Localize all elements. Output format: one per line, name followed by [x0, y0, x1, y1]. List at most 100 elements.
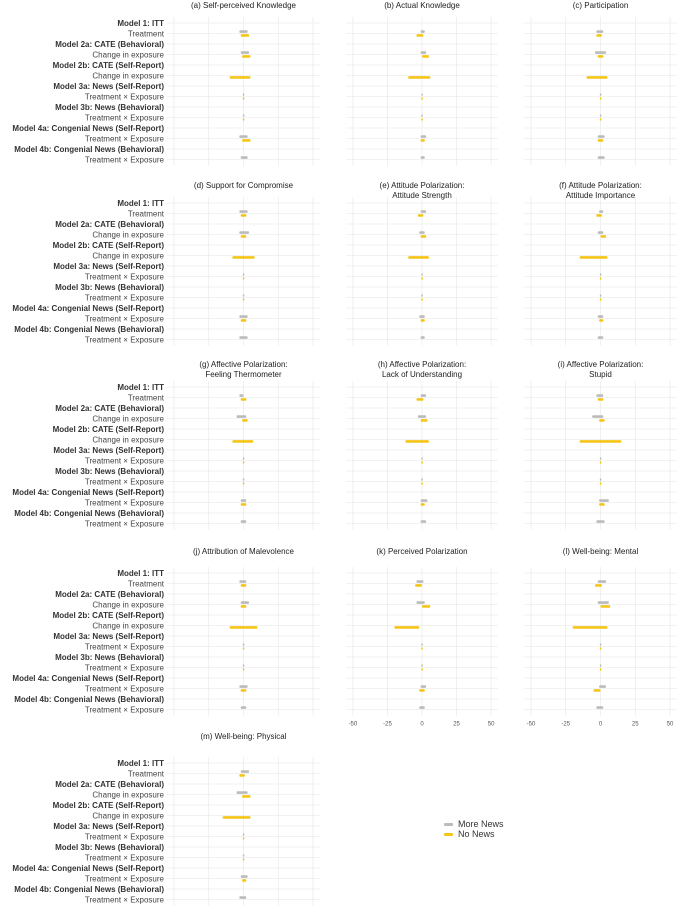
ci-bar-more-news: [597, 580, 607, 583]
ci-bar-more-news: [239, 315, 248, 318]
panel-title-line: (b) Actual Knowledge: [384, 1, 460, 10]
model-header-label: Model 3b: News (Behavioral): [55, 467, 164, 476]
panel-title-line: (d) Support for Compromise: [194, 181, 294, 190]
panel: (a) Self-perceived Knowledge: [167, 1, 320, 166]
ci-bar-more-news: [420, 30, 425, 33]
row-label: Treatment × Exposure: [85, 294, 165, 303]
model-header-label: Model 4b: Congenial News (Behavioral): [14, 145, 164, 154]
ci-bar-no-news: [421, 668, 423, 671]
ci-bar-no-news: [394, 626, 420, 629]
ci-bar-no-news: [420, 235, 427, 238]
ci-bar-no-news: [408, 76, 431, 79]
panel: (d) Support for Compromise: [167, 181, 320, 346]
ci-bar-more-news: [239, 394, 244, 397]
ci-bar-no-news: [579, 256, 608, 259]
ci-bar-more-news: [240, 520, 247, 523]
model-header-label: Model 4b: Congenial News (Behavioral): [14, 509, 164, 518]
ci-bar-more-news: [599, 457, 602, 460]
panel: (b) Actual Knowledge: [346, 1, 498, 166]
ci-bar-more-news: [242, 833, 245, 836]
ci-bar-no-news: [420, 319, 425, 322]
panel-title-line: (k) Perceived Polarization: [376, 547, 467, 556]
ci-bar-more-news: [421, 93, 423, 96]
model-header-label: Model 2b: CATE (Self-Report): [53, 611, 165, 620]
model-header-label: Model 1: ITT: [117, 569, 164, 578]
ci-bar-no-news: [572, 626, 608, 629]
ci-bar-more-news: [599, 664, 602, 667]
row-label: Treatment × Exposure: [85, 520, 165, 529]
panel-title-line: (i) Affective Polarization:: [558, 360, 644, 369]
ci-bar-more-news: [420, 156, 425, 159]
panel-title: (b) Actual Knowledge: [384, 1, 460, 10]
model-header-label: Model 4a: Congenial News (Self-Report): [12, 124, 164, 133]
ci-bar-more-news: [242, 643, 245, 646]
ci-bar-no-news: [242, 298, 245, 301]
ci-bar-more-news: [420, 51, 427, 54]
panel-title-line: (e) Attitude Polarization:: [380, 181, 465, 190]
ci-bar-no-news: [599, 668, 602, 671]
model-header-label: Model 2b: CATE (Self-Report): [53, 425, 165, 434]
model-header-label: Model 3b: News (Behavioral): [55, 103, 164, 112]
legend-label: No News: [458, 829, 495, 839]
model-header-label: Model 1: ITT: [117, 759, 164, 768]
ci-bar-no-news: [422, 55, 429, 58]
ci-bar-no-news: [242, 118, 245, 121]
panel: (k) Perceived Polarization -50 -25 0 25 50: [346, 547, 498, 728]
ci-bar-no-news: [421, 97, 423, 100]
ci-bar-no-news: [242, 795, 251, 798]
panel: (c) Participation: [524, 1, 677, 166]
ci-bar-more-news: [597, 336, 604, 339]
row-label: Change in exposure: [92, 791, 164, 800]
model-header-label: Model 3b: News (Behavioral): [55, 283, 164, 292]
row-label: Treatment × Exposure: [85, 336, 165, 345]
model-header-label: Model 4b: Congenial News (Behavioral): [14, 325, 164, 334]
legend-swatch: [444, 833, 453, 836]
ci-bar-more-news: [417, 415, 427, 418]
ci-bar-more-news: [240, 51, 250, 54]
ci-bar-no-news: [597, 139, 604, 142]
ci-bar-more-news: [596, 394, 604, 397]
ci-bar-no-news: [422, 605, 431, 608]
row-label: Treatment × Exposure: [85, 833, 165, 842]
ci-bar-more-news: [420, 394, 427, 397]
row-label: Treatment × Exposure: [85, 896, 165, 905]
ci-bar-more-news: [416, 601, 425, 604]
row-label: Treatment: [128, 580, 165, 589]
ci-bar-more-news: [242, 114, 245, 117]
row-label: Treatment: [128, 210, 165, 219]
ci-bar-no-news: [421, 277, 423, 280]
ci-bar-no-news: [579, 440, 622, 443]
ci-bar-no-news: [599, 118, 602, 121]
model-header-label: Model 3a: News (Self-Report): [53, 446, 164, 455]
model-header-label: Model 2b: CATE (Self-Report): [53, 61, 165, 70]
ci-bar-no-news: [420, 419, 428, 422]
row-label: Treatment × Exposure: [85, 478, 165, 487]
ci-bar-more-news: [597, 601, 609, 604]
ci-bar-more-news: [239, 30, 248, 33]
ci-bar-more-news: [599, 294, 602, 297]
panel-title: (m) Well-being: Physical: [200, 732, 286, 741]
panel-title-line: (a) Self-perceived Knowledge: [191, 1, 296, 10]
model-header-label: Model 1: ITT: [117, 199, 164, 208]
panel-title: (a) Self-perceived Knowledge: [191, 1, 296, 10]
ci-bar-no-news: [420, 503, 425, 506]
x-tick-label: 0: [420, 722, 424, 728]
x-tick-label: 25: [632, 722, 639, 728]
model-header-label: Model 1: ITT: [117, 19, 164, 28]
ci-bar-no-news: [600, 235, 607, 238]
ci-bar-no-news: [242, 277, 245, 280]
ci-bar-no-news: [596, 214, 602, 217]
row-label: Treatment × Exposure: [85, 156, 165, 165]
ci-bar-more-news: [420, 210, 427, 213]
panel-title: (h) Affective Polarization: Lack of Under…: [378, 360, 466, 379]
ci-bar-more-news: [240, 156, 248, 159]
ci-bar-more-news: [599, 114, 602, 117]
ci-bar-more-news: [597, 135, 605, 138]
ci-bar-no-news: [408, 256, 429, 259]
panel-title: (k) Perceived Polarization: [376, 547, 467, 556]
ci-bar-no-news: [240, 605, 247, 608]
model-header-label: Model 4a: Congenial News (Self-Report): [12, 674, 164, 683]
ci-bar-more-news: [420, 685, 427, 688]
